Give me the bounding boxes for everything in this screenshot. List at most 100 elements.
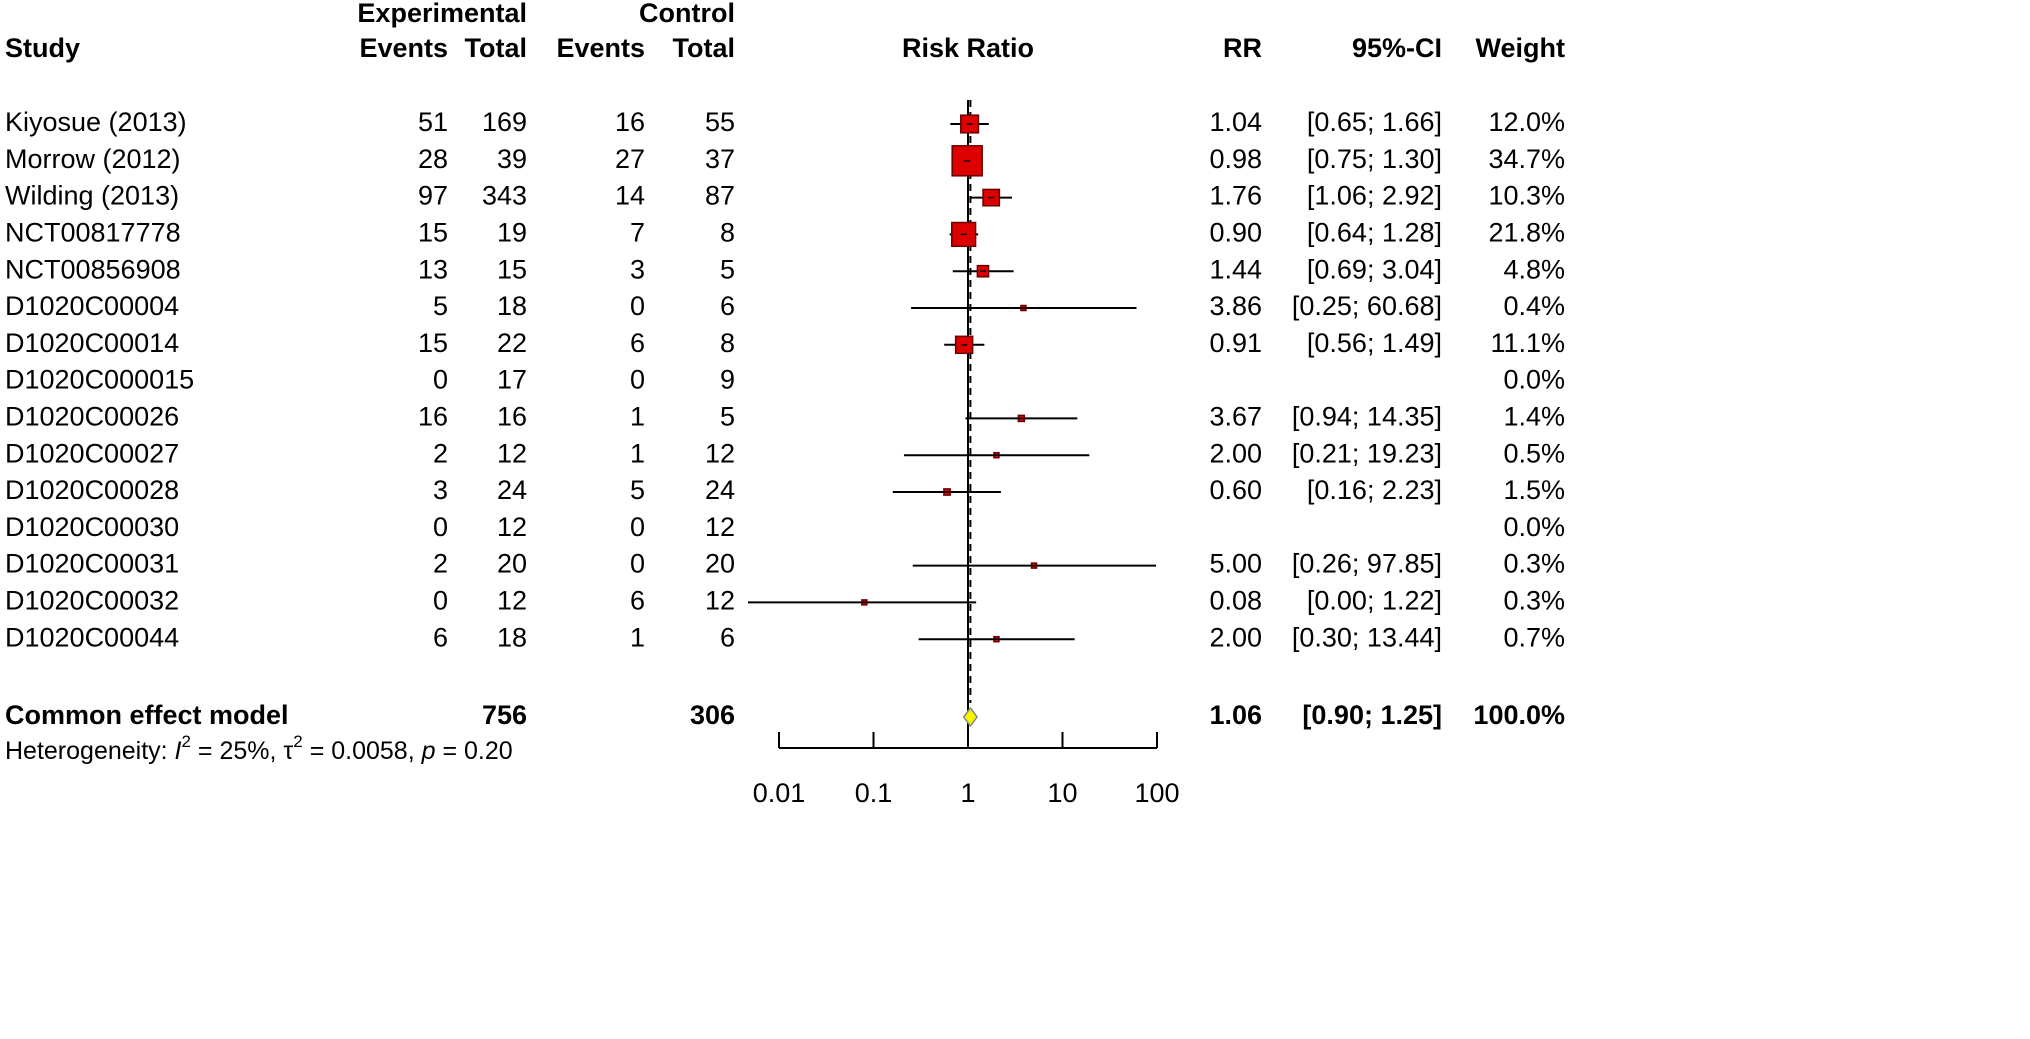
table-cell: 12 — [497, 438, 527, 468]
study-name: D1020C00004 — [5, 291, 179, 321]
ci-label: [0.30; 13.44] — [1292, 622, 1442, 652]
summary-total: 306 — [690, 700, 735, 730]
summary-ci: [0.90; 1.25] — [1302, 700, 1442, 730]
rr-label: 2.00 — [1209, 438, 1262, 468]
table-cell: 27 — [615, 144, 645, 174]
table-cell: 12 — [497, 512, 527, 542]
study-name: D1020C000015 — [5, 365, 194, 395]
table-cell: 0 — [630, 549, 645, 579]
header-group: Control — [639, 0, 735, 28]
table-cell: 24 — [705, 475, 735, 505]
heterogeneity-part: τ — [283, 737, 293, 765]
table-cell: 7 — [630, 218, 645, 248]
summary-weight: 100.0% — [1473, 700, 1565, 730]
heterogeneity-part: Heterogeneity: — [5, 737, 175, 765]
summary-diamond — [962, 706, 979, 728]
rr-label: 3.67 — [1209, 402, 1262, 432]
summary-rr: 1.06 — [1209, 700, 1262, 730]
weight-label: 0.0% — [1503, 365, 1565, 395]
study-name: D1020C00030 — [5, 512, 179, 542]
rr-label: 2.00 — [1209, 622, 1262, 652]
study-name: D1020C00028 — [5, 475, 179, 505]
table-cell: 39 — [497, 144, 527, 174]
x-tick-label: 0.01 — [753, 778, 806, 808]
column-header: Risk Ratio — [902, 33, 1034, 63]
weight-label: 4.8% — [1503, 254, 1565, 284]
heterogeneity-part: I — [175, 737, 182, 765]
study-name: D1020C00027 — [5, 438, 179, 468]
rr-label: 1.44 — [1209, 254, 1262, 284]
weight-label: 12.0% — [1488, 107, 1565, 137]
table-cell: 5 — [630, 475, 645, 505]
study-name: Morrow (2012) — [5, 144, 181, 174]
heterogeneity-part: p — [421, 737, 436, 765]
study-name: D1020C00026 — [5, 402, 179, 432]
ci-label: [0.75; 1.30] — [1307, 144, 1442, 174]
table-cell: 6 — [630, 328, 645, 358]
table-cell: 15 — [497, 254, 527, 284]
table-cell: 5 — [720, 402, 735, 432]
column-header: RR — [1223, 33, 1262, 63]
table-cell: 8 — [720, 218, 735, 248]
table-cell: 0 — [433, 365, 448, 395]
table-cell: 17 — [497, 365, 527, 395]
table-cell: 12 — [705, 586, 735, 616]
study-name: Kiyosue (2013) — [5, 107, 187, 137]
table-cell: 18 — [497, 291, 527, 321]
table-cell: 2 — [433, 549, 448, 579]
weight-label: 11.1% — [1490, 328, 1565, 358]
weight-label: 0.5% — [1503, 438, 1565, 468]
table-cell: 169 — [482, 107, 527, 137]
table-cell: 9 — [720, 365, 735, 395]
x-tick-label: 0.1 — [855, 778, 893, 808]
study-name: D1020C00031 — [5, 549, 179, 579]
ci-label: [0.16; 2.23] — [1307, 475, 1442, 505]
ci-label: [0.56; 1.49] — [1307, 328, 1442, 358]
study-name: NCT00856908 — [5, 254, 181, 284]
header-group: Experimental — [357, 0, 527, 28]
ci-label: [0.94; 14.35] — [1292, 402, 1442, 432]
table-cell: 0 — [433, 586, 448, 616]
table-cell: 6 — [720, 622, 735, 652]
weight-label: 0.7% — [1503, 622, 1565, 652]
table-cell: 15 — [418, 328, 448, 358]
ci-label: [1.06; 2.92] — [1307, 181, 1442, 211]
rr-label: 0.60 — [1209, 475, 1262, 505]
heterogeneity-part: = 0.20 — [436, 737, 513, 765]
table-cell: 5 — [720, 254, 735, 284]
table-cell: 20 — [497, 549, 527, 579]
column-header: Study — [5, 33, 80, 63]
table-cell: 20 — [705, 549, 735, 579]
rr-label: 5.00 — [1209, 549, 1262, 579]
rr-label: 1.04 — [1209, 107, 1262, 137]
table-cell: 3 — [433, 475, 448, 505]
x-tick-label: 10 — [1047, 778, 1077, 808]
study-name: NCT00817778 — [5, 218, 181, 248]
heterogeneity-part: 2 — [182, 732, 191, 751]
table-cell: 14 — [615, 181, 645, 211]
weight-label: 10.3% — [1488, 181, 1565, 211]
summary-name: Common effect model — [5, 700, 289, 730]
weight-label: 0.4% — [1503, 291, 1565, 321]
study-name: D1020C00032 — [5, 586, 179, 616]
column-header: 95%-CI — [1352, 33, 1442, 63]
table-cell: 6 — [720, 291, 735, 321]
weight-label: 1.5% — [1503, 475, 1565, 505]
rr-label: 0.91 — [1209, 328, 1262, 358]
ci-label: [0.69; 3.04] — [1307, 254, 1442, 284]
table-cell: 1 — [630, 438, 645, 468]
heterogeneity-part: = 0.0058, — [303, 737, 422, 765]
table-cell: 3 — [630, 254, 645, 284]
table-cell: 51 — [418, 107, 448, 137]
table-cell: 87 — [705, 181, 735, 211]
study-name: D1020C00014 — [5, 328, 179, 358]
ci-label: [0.64; 1.28] — [1307, 218, 1442, 248]
weight-label: 0.3% — [1503, 586, 1565, 616]
ci-label: [0.25; 60.68] — [1292, 291, 1442, 321]
study-name: Wilding (2013) — [5, 181, 179, 211]
rr-label: 1.76 — [1209, 181, 1262, 211]
weight-label: 0.0% — [1503, 512, 1565, 542]
heterogeneity-part: 2 — [293, 732, 302, 751]
column-header: Total — [465, 33, 528, 63]
